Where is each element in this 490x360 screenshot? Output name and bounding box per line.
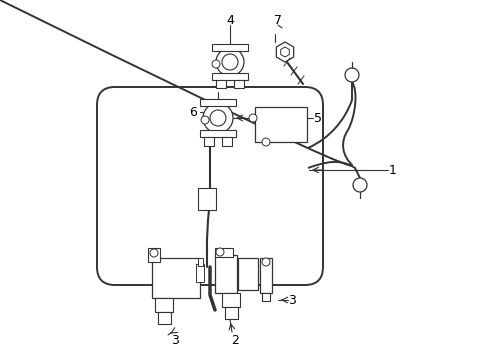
Bar bbox=[200, 99, 236, 106]
Bar bbox=[200, 130, 236, 137]
Bar bbox=[212, 44, 248, 51]
Circle shape bbox=[353, 178, 367, 192]
Circle shape bbox=[345, 68, 359, 82]
Bar bbox=[260, 258, 272, 293]
Polygon shape bbox=[281, 47, 289, 57]
Bar bbox=[196, 264, 204, 282]
Bar bbox=[234, 80, 244, 88]
Bar bbox=[238, 258, 258, 290]
Bar bbox=[216, 80, 226, 88]
Text: 7: 7 bbox=[274, 14, 282, 27]
FancyBboxPatch shape bbox=[97, 87, 323, 285]
Bar bbox=[215, 248, 233, 257]
Text: 3: 3 bbox=[171, 333, 179, 346]
Circle shape bbox=[201, 116, 209, 124]
Bar bbox=[198, 258, 203, 266]
Text: 5: 5 bbox=[314, 112, 322, 125]
Circle shape bbox=[262, 138, 270, 146]
Bar bbox=[255, 107, 307, 142]
Bar bbox=[262, 293, 270, 301]
Bar bbox=[148, 248, 160, 262]
Bar bbox=[222, 137, 232, 146]
Circle shape bbox=[150, 249, 158, 257]
Polygon shape bbox=[276, 42, 294, 62]
Bar bbox=[204, 137, 214, 146]
Circle shape bbox=[216, 48, 244, 76]
Circle shape bbox=[203, 103, 233, 133]
Bar bbox=[152, 258, 200, 298]
Text: 2: 2 bbox=[231, 333, 239, 346]
Circle shape bbox=[216, 248, 224, 256]
Bar bbox=[225, 307, 238, 319]
Bar bbox=[215, 255, 237, 293]
Text: 1: 1 bbox=[389, 163, 397, 176]
Circle shape bbox=[222, 54, 238, 70]
Bar bbox=[212, 73, 248, 80]
Circle shape bbox=[212, 60, 220, 68]
Bar bbox=[155, 298, 173, 312]
Bar bbox=[198, 188, 216, 210]
Circle shape bbox=[210, 110, 226, 126]
Circle shape bbox=[249, 114, 257, 122]
Bar bbox=[158, 312, 171, 324]
Text: 3: 3 bbox=[288, 293, 296, 306]
Text: 4: 4 bbox=[226, 14, 234, 27]
Circle shape bbox=[262, 258, 270, 266]
Bar bbox=[222, 293, 240, 307]
Text: 6: 6 bbox=[189, 105, 197, 118]
